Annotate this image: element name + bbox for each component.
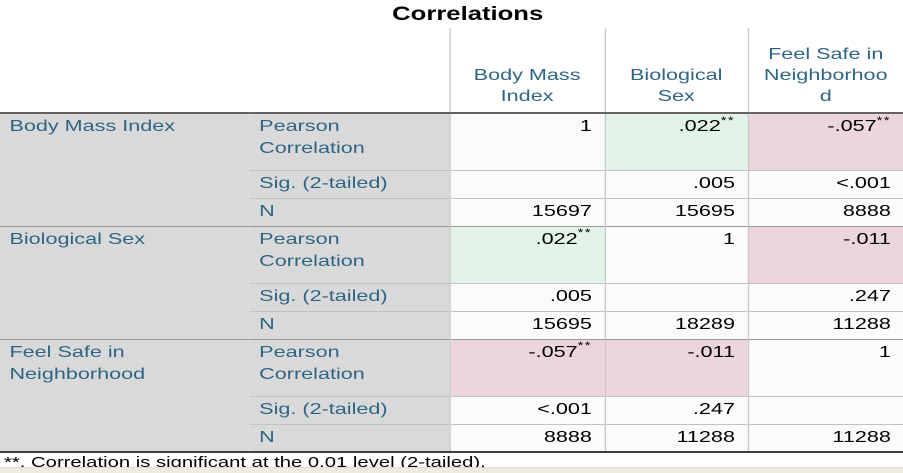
table-row: Sig. (2-tailed) .005 <.001 xyxy=(0,169,903,198)
table-row: Feel Safe in Neighborhood Pearson Correl… xyxy=(0,338,903,452)
cell-value: .022 xyxy=(678,118,721,135)
cell-sig-safe-x-safe xyxy=(747,395,903,424)
stat-label-n: N xyxy=(249,197,450,226)
cell-pearson-bmi-x-bmi: 1 xyxy=(448,113,605,170)
cell-pearson-safe-x-sex: -.011 xyxy=(604,338,748,396)
column-header-body-mass-index: Body Mass Index xyxy=(448,28,605,114)
row-label-biological-sex: Biological Sex xyxy=(0,225,250,339)
significance-mark: ** xyxy=(720,114,735,127)
stat-label-sig: Sig. (2-tailed) xyxy=(249,169,450,198)
stat-label-pearson: Pearson Correlation xyxy=(249,225,450,283)
cell-sig-safe-x-bmi: <.001 xyxy=(448,395,605,424)
cell-sig-sex-x-bmi: .005 xyxy=(448,282,605,311)
cell-sig-bmi-x-sex: .005 xyxy=(604,169,748,198)
significance-mark: ** xyxy=(876,114,891,127)
correlations-table: Body Mass Index Biological Sex Feel Safe… xyxy=(0,28,903,453)
cell-sig-safe-x-sex: .247 xyxy=(604,395,748,424)
cell-value: 1 xyxy=(878,343,891,361)
cell-pearson-safe-x-safe: 1 xyxy=(747,338,903,396)
corner-cell-statistic xyxy=(249,28,450,114)
column-header-feel-safe-in-neighborhood: Feel Safe in Neighborhoo d xyxy=(747,28,903,114)
cell-sig-bmi-x-bmi xyxy=(448,169,605,198)
cell-pearson-bmi-x-sex: .022** xyxy=(604,113,748,170)
stat-label-pearson: Pearson Correlation xyxy=(249,338,450,396)
cell-n-sex-x-bmi: 15695 xyxy=(448,310,605,339)
cell-n-bmi-x-sex: 15695 xyxy=(604,197,748,226)
cell-pearson-sex-x-sex: 1 xyxy=(604,225,748,283)
stat-label-sig: Sig. (2-tailed) xyxy=(249,395,450,424)
table-row: Sig. (2-tailed) .005 .247 xyxy=(0,282,903,311)
cell-pearson-sex-x-bmi: .022** xyxy=(448,225,605,283)
stat-label-n: N xyxy=(249,310,450,339)
cell-n-sex-x-safe: 11288 xyxy=(747,310,903,339)
table-row: Biological Sex Pearson Correlation .022*… xyxy=(0,225,903,339)
cell-sig-sex-x-sex xyxy=(604,282,748,311)
cell-value: -.011 xyxy=(687,343,735,361)
header-row: Body Mass Index Biological Sex Feel Safe… xyxy=(0,28,903,114)
cell-pearson-bmi-x-safe: -.057** xyxy=(747,113,903,170)
cell-n-bmi-x-safe: 8888 xyxy=(747,197,903,226)
cell-pearson-sex-x-safe: -.011 xyxy=(747,225,903,283)
cell-value: -.057 xyxy=(528,343,578,361)
stat-label-pearson: Pearson Correlation xyxy=(249,113,450,170)
row-label-body-mass-index: Body Mass Index xyxy=(0,113,250,226)
table-row: N 8888 11288 11288 xyxy=(0,423,903,452)
table-row: N 15697 15695 8888 xyxy=(0,197,903,226)
cell-value: 1 xyxy=(579,118,592,135)
stat-label-n: N xyxy=(249,423,450,452)
table-row: Sig. (2-tailed) <.001 .247 xyxy=(0,395,903,424)
cell-value: 1 xyxy=(722,230,735,248)
cell-value: .022 xyxy=(535,230,578,248)
cell-n-bmi-x-bmi: 15697 xyxy=(448,197,605,226)
cell-value: -.057 xyxy=(827,118,877,135)
cell-value: -.011 xyxy=(843,230,891,248)
cell-sig-sex-x-safe: .247 xyxy=(747,282,903,311)
significance-footnote: **. Correlation is significant at the 0.… xyxy=(4,454,486,471)
next-output-edge-strip xyxy=(0,467,903,473)
cell-n-safe-x-sex: 11288 xyxy=(604,423,748,452)
stat-label-sig: Sig. (2-tailed) xyxy=(249,282,450,311)
table-row: N 15695 18289 11288 xyxy=(0,310,903,339)
cell-n-sex-x-sex: 18289 xyxy=(604,310,748,339)
significance-mark: ** xyxy=(577,340,592,353)
significance-mark: ** xyxy=(577,227,592,240)
corner-cell-variable xyxy=(0,28,250,114)
column-header-biological-sex: Biological Sex xyxy=(604,28,748,114)
table-title: Correlations xyxy=(392,4,544,25)
row-label-feel-safe-in-neighborhood: Feel Safe in Neighborhood xyxy=(0,338,250,452)
cell-sig-bmi-x-safe: <.001 xyxy=(747,169,903,198)
cell-n-safe-x-safe: 11288 xyxy=(747,423,903,452)
cell-pearson-safe-x-bmi: -.057** xyxy=(448,338,605,396)
table-row: Body Mass Index Pearson Correlation 1 .0… xyxy=(0,113,903,226)
cell-n-safe-x-bmi: 8888 xyxy=(448,423,605,452)
